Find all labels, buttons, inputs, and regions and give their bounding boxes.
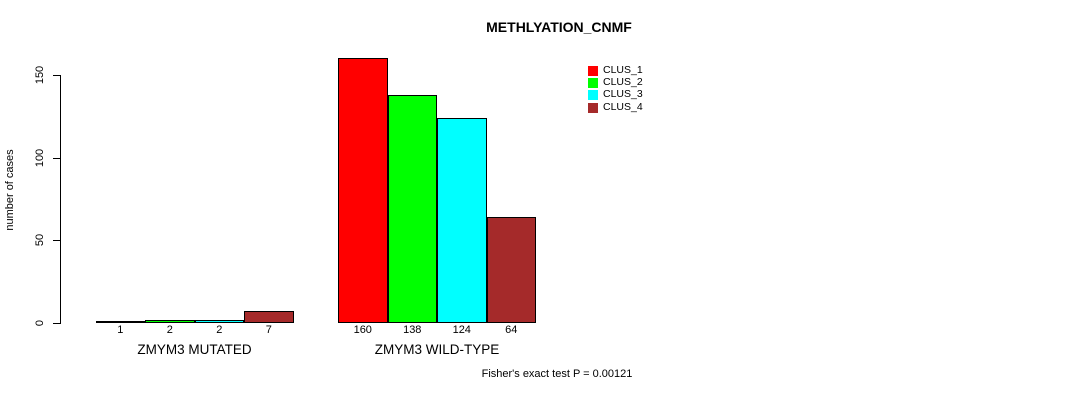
bar-value-label: 124 [452, 324, 471, 336]
chart-title: METHLYATION_CNMF [486, 19, 632, 35]
bar-clus_2-mutated [145, 320, 195, 323]
legend-swatch-clus_1 [588, 66, 598, 76]
bar-clus_2-wild-type [387, 95, 437, 323]
bar-value-label: 1 [117, 324, 124, 336]
legend-swatch-clus_3 [588, 90, 598, 100]
group-label-wild-type: ZMYM3 WILD-TYPE [374, 342, 500, 357]
bar-value-label: 7 [265, 324, 272, 336]
group-label-mutated: ZMYM3 MUTATED [137, 342, 252, 357]
y-tick-mark [53, 240, 60, 241]
bar-value-label: 138 [403, 324, 422, 336]
bar-clus_3-wild-type [437, 118, 487, 323]
bar-value-label: 64 [505, 324, 518, 336]
y-tick-mark [53, 158, 60, 159]
bar-clus_1-wild-type [338, 58, 388, 323]
bar-clus_1-mutated [95, 321, 145, 323]
y-tick-mark [53, 323, 60, 324]
bar-clus_3-mutated [194, 320, 244, 323]
y-axis-line [60, 75, 61, 324]
legend: CLUS_1 CLUS_2 CLUS_3 CLUS_4 [588, 64, 698, 118]
bar-value-label: 160 [353, 324, 372, 336]
legend-label-clus_3: CLUS_3 [603, 88, 643, 100]
bar-clus_4-wild-type [486, 217, 536, 323]
legend-label-clus_4: CLUS_4 [603, 101, 643, 113]
legend-label-clus_1: CLUS_1 [603, 64, 643, 76]
bar-value-label: 2 [166, 324, 173, 336]
y-tick-mark [53, 75, 60, 76]
legend-label-clus_2: CLUS_2 [603, 76, 643, 88]
legend-swatch-clus_4 [588, 103, 598, 113]
legend-swatch-clus_2 [588, 78, 598, 88]
bar-value-label: 2 [216, 324, 223, 336]
stat-annotation: Fisher's exact test P = 0.00121 [481, 368, 633, 380]
bar-clus_4-mutated [244, 311, 294, 323]
